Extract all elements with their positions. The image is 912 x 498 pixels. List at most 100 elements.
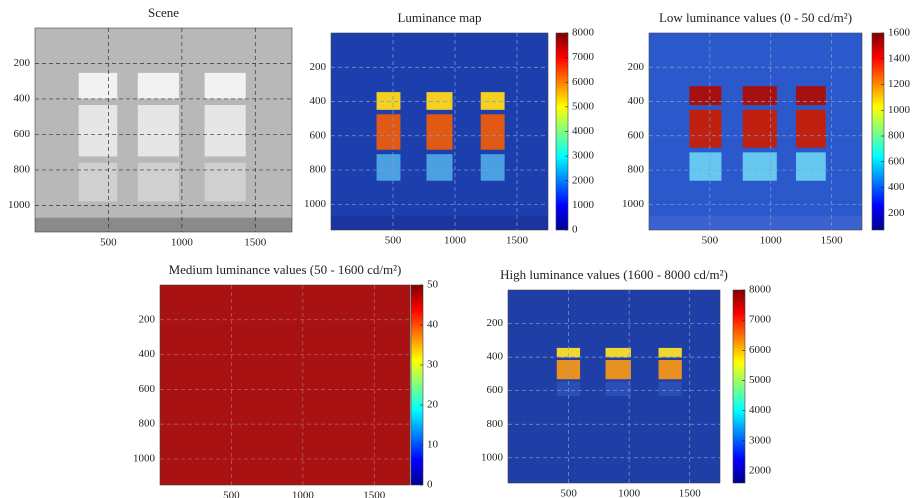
window-lower — [659, 382, 682, 396]
y-tick-label: 600 — [14, 128, 31, 140]
y-tick-label: 400 — [14, 92, 31, 104]
window-body — [205, 105, 246, 156]
y-tick-label: 200 — [628, 61, 645, 73]
window-lower — [689, 152, 721, 180]
window-body — [481, 114, 505, 149]
y-tick-label: 1000 — [481, 451, 504, 463]
y-tick-label: 1000 — [133, 452, 156, 464]
colorbar-tick-label: 5000 — [749, 374, 772, 386]
colorbar-tick-label: 3000 — [749, 434, 772, 446]
colorbar-tick-label: 1600 — [888, 27, 911, 39]
image-background — [160, 285, 410, 485]
colorbar-tick-label: 4000 — [572, 125, 595, 137]
panel-title: Luminance map — [397, 10, 481, 25]
window-lower — [743, 152, 777, 180]
colorbar-tick-label: 1200 — [888, 78, 911, 90]
window-top — [481, 92, 505, 110]
window-body — [659, 360, 682, 379]
x-tick-label: 1500 — [363, 490, 386, 498]
colorbar-tick-label: 8000 — [749, 284, 772, 296]
colorbar-tick-label: 1000 — [888, 104, 911, 116]
floor — [508, 469, 720, 483]
colorbar-tick-label: 3000 — [572, 150, 595, 162]
floor — [160, 471, 410, 485]
colorbar-tick-label: 6000 — [749, 344, 772, 356]
colorbar-tick-label: 400 — [888, 181, 905, 193]
x-tick-label: 500 — [560, 488, 577, 498]
colorbar-tick-label: 200 — [888, 207, 905, 219]
x-tick-label: 1000 — [292, 490, 315, 498]
panel-title: Scene — [148, 5, 179, 20]
y-tick-label: 800 — [628, 164, 645, 176]
y-tick-label: 800 — [139, 418, 156, 430]
y-tick-label: 400 — [628, 95, 645, 107]
panel-title: Medium luminance values (50 - 1600 cd/m²… — [169, 262, 402, 277]
panel-title: Low luminance values (0 - 50 cd/m²) — [659, 10, 852, 25]
colorbar-tick-label: 40 — [427, 319, 439, 331]
x-tick-label: 1500 — [506, 235, 529, 247]
y-tick-label: 200 — [310, 61, 327, 73]
y-tick-label: 1000 — [622, 198, 645, 210]
window-body — [689, 110, 721, 148]
colorbar — [733, 290, 745, 483]
y-tick-label: 400 — [139, 348, 156, 360]
window-lower — [79, 163, 118, 202]
y-tick-label: 200 — [14, 57, 31, 69]
colorbar-tick-label: 1400 — [888, 52, 911, 64]
window-top — [743, 86, 777, 105]
x-tick-label: 1500 — [244, 237, 267, 249]
colorbar-tick-label: 2000 — [749, 464, 772, 476]
y-tick-label: 200 — [487, 317, 504, 329]
window-top — [426, 92, 452, 110]
colorbar-tick-label: 800 — [888, 130, 905, 142]
window-body — [79, 105, 118, 156]
colorbar-tick-label: 0 — [427, 479, 433, 491]
colorbar-tick-label: 30 — [427, 359, 439, 371]
window-body — [377, 114, 401, 149]
window-body — [743, 110, 777, 148]
x-tick-label: 1000 — [171, 237, 194, 249]
x-tick-label: 500 — [223, 490, 240, 498]
x-tick-label: 1000 — [618, 488, 641, 498]
colorbar-tick-label: 0 — [572, 224, 578, 236]
window-body — [796, 110, 826, 148]
window-top — [659, 348, 682, 358]
panel-title: High luminance values (1600 - 8000 cd/m²… — [500, 267, 728, 282]
window-top — [377, 92, 401, 110]
y-tick-label: 600 — [310, 129, 327, 141]
window-body — [606, 360, 631, 379]
y-tick-label: 600 — [628, 129, 645, 141]
colorbar-tick-label: 6000 — [572, 76, 595, 88]
colorbar-tick-label: 2000 — [572, 174, 595, 186]
window-body — [138, 105, 179, 156]
y-tick-label: 400 — [310, 95, 327, 107]
x-tick-label: 1000 — [444, 235, 467, 247]
floor — [331, 216, 548, 230]
floor — [35, 218, 292, 232]
window-body — [426, 114, 452, 149]
window-top — [689, 86, 721, 105]
y-tick-label: 800 — [14, 163, 31, 175]
window-top — [79, 73, 118, 99]
window-lower — [138, 163, 179, 202]
y-tick-label: 1000 — [8, 199, 31, 211]
y-tick-label: 1000 — [304, 198, 327, 210]
colorbar-tick-label: 4000 — [749, 404, 772, 416]
y-tick-label: 200 — [139, 313, 156, 325]
colorbar-tick-label: 8000 — [572, 27, 595, 39]
window-top — [796, 86, 826, 105]
x-tick-label: 500 — [100, 237, 117, 249]
colorbar-tick-label: 5000 — [572, 100, 595, 112]
figure: Scene500100015002004006008001000Luminanc… — [0, 0, 912, 498]
y-tick-label: 400 — [487, 351, 504, 363]
y-tick-label: 800 — [310, 164, 327, 176]
colorbar-tick-label: 10 — [427, 439, 439, 451]
window-top — [606, 348, 631, 358]
y-tick-label: 600 — [139, 383, 156, 395]
colorbar-tick-label: 1000 — [572, 199, 595, 211]
colorbar-tick-label: 50 — [427, 279, 439, 291]
window-lower — [481, 154, 505, 181]
colorbar-tick-label: 20 — [427, 399, 439, 411]
x-tick-label: 1500 — [679, 488, 702, 498]
colorbar-tick-label: 7000 — [572, 51, 595, 63]
